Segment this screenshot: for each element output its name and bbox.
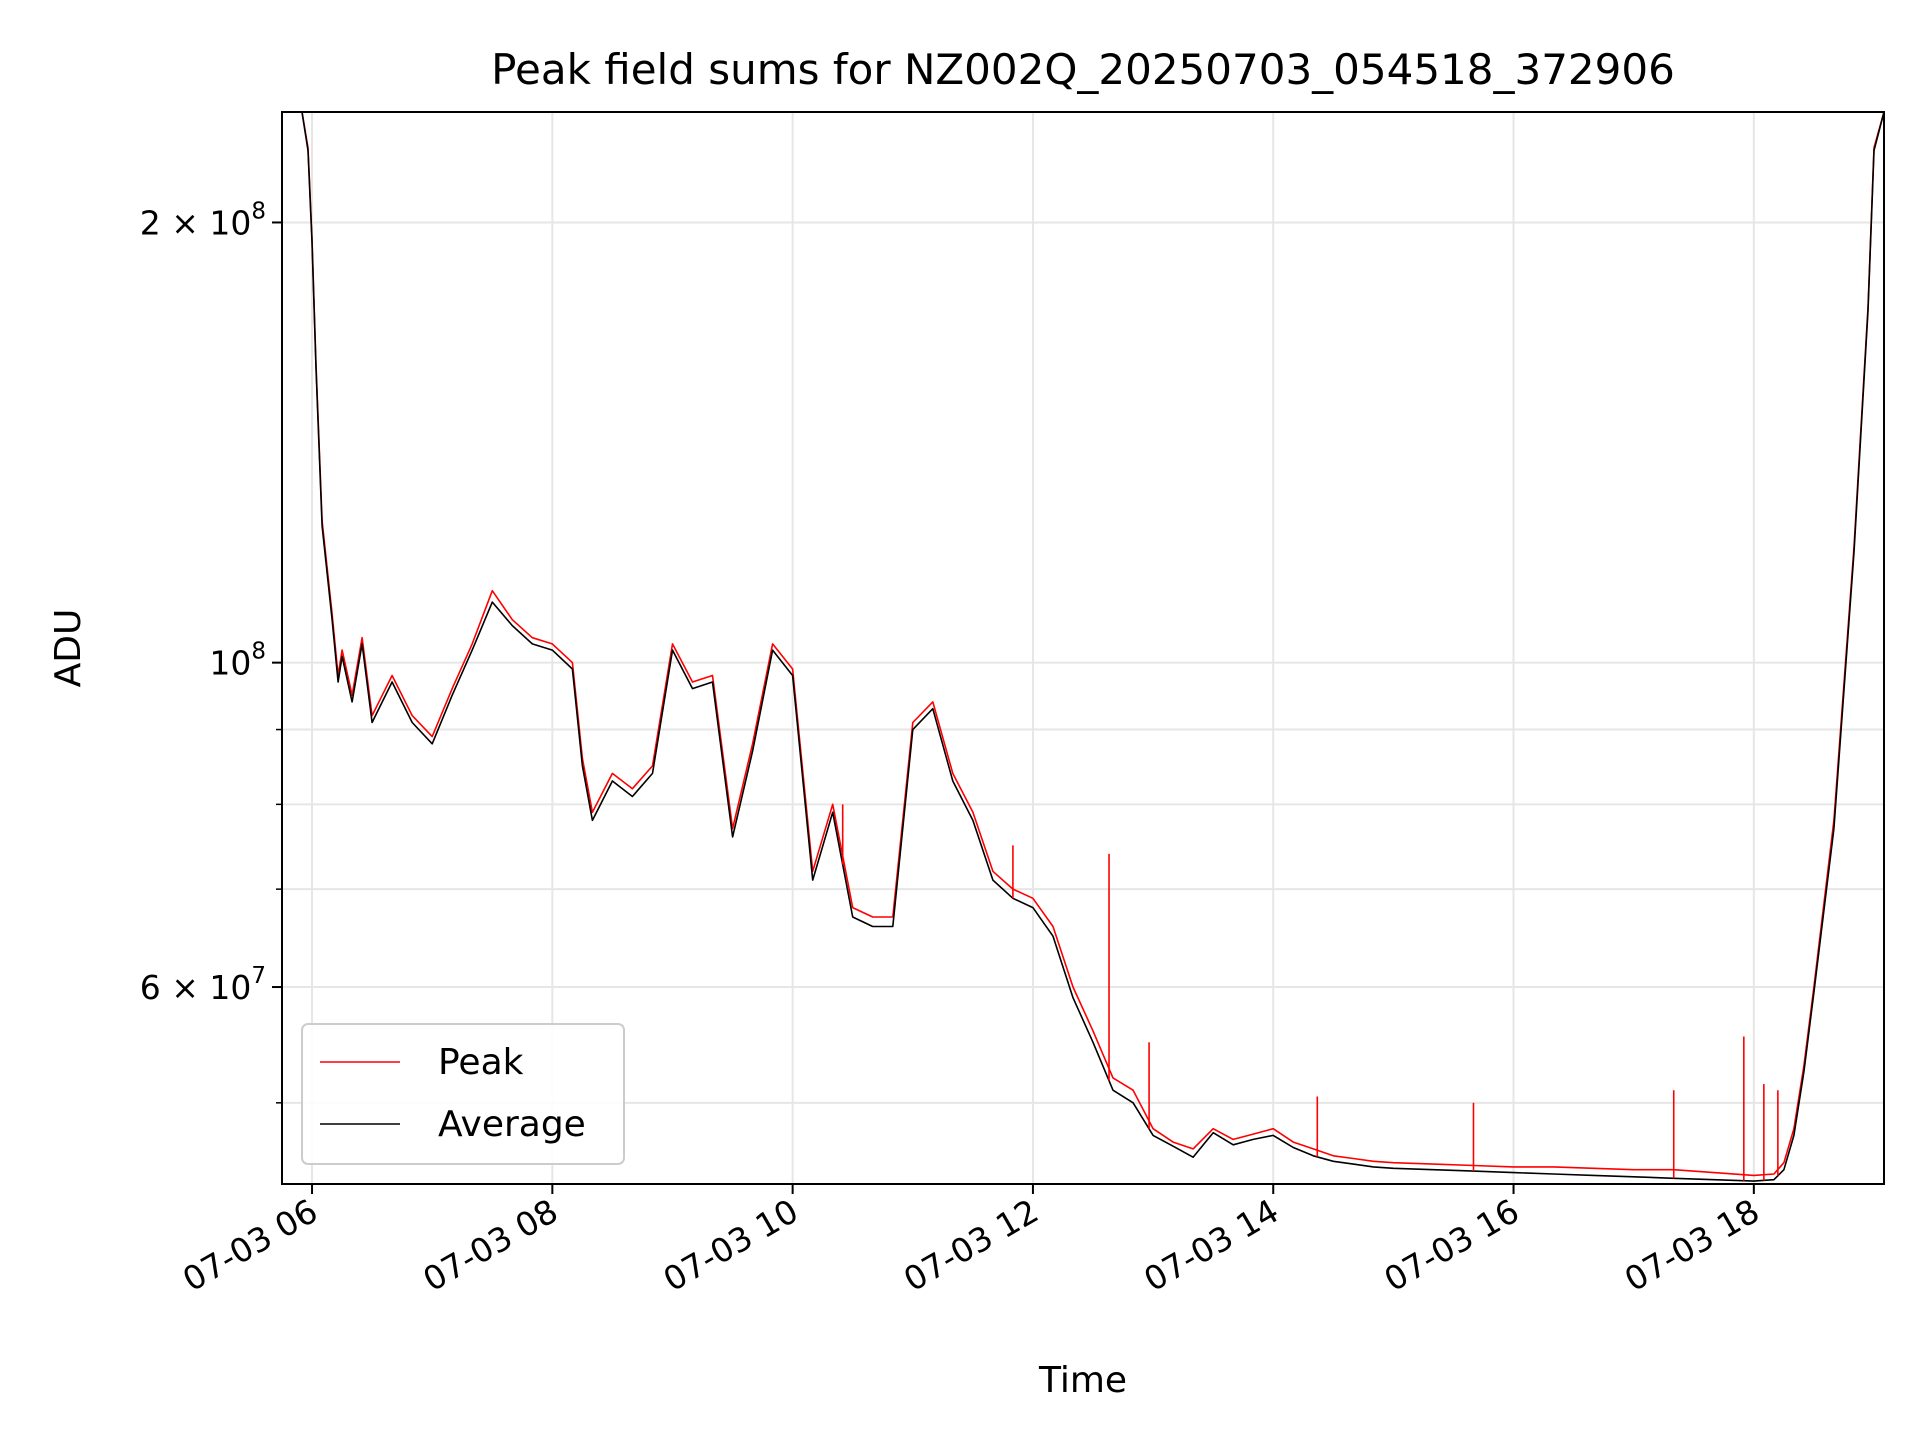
series-line-peak [282,112,1884,1177]
plot-frame [281,111,1885,1185]
legend-label-peak: Peak [438,1042,524,1083]
series-layer [282,112,1884,1182]
y-tick-label: 2 × 108 [140,198,266,242]
grid [282,112,1884,1184]
legend-box [301,1023,625,1165]
chart-title: Peak field sums for NZ002Q_20250703_0545… [491,45,1675,94]
legend-label-average: Average [438,1104,586,1145]
y-axis-label: ADU [48,609,89,688]
legend: Peak Average [301,1023,625,1165]
y-tick-label: 6 × 107 [140,963,266,1007]
x-axis-label: Time [1038,1360,1127,1401]
y-tick-label: 108 [209,639,266,683]
plot-lines [282,112,1884,1182]
series-line-average [282,112,1884,1182]
